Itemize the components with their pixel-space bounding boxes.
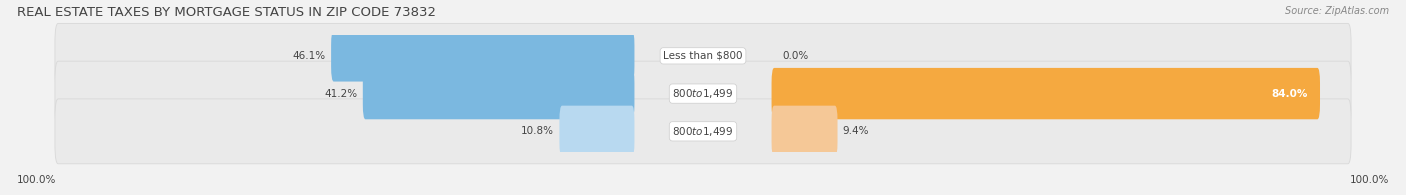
Text: $800 to $1,499: $800 to $1,499	[672, 125, 734, 138]
Text: 0.0%: 0.0%	[782, 51, 808, 61]
Text: 100.0%: 100.0%	[1350, 175, 1389, 185]
Text: 84.0%: 84.0%	[1271, 89, 1308, 99]
FancyBboxPatch shape	[363, 68, 634, 119]
FancyBboxPatch shape	[55, 23, 1351, 88]
Text: REAL ESTATE TAXES BY MORTGAGE STATUS IN ZIP CODE 73832: REAL ESTATE TAXES BY MORTGAGE STATUS IN …	[17, 6, 436, 19]
Text: 41.2%: 41.2%	[325, 89, 357, 99]
FancyBboxPatch shape	[560, 106, 634, 157]
FancyBboxPatch shape	[55, 99, 1351, 164]
FancyBboxPatch shape	[55, 61, 1351, 126]
Text: 9.4%: 9.4%	[842, 126, 869, 136]
Text: Less than $800: Less than $800	[664, 51, 742, 61]
FancyBboxPatch shape	[772, 106, 838, 157]
FancyBboxPatch shape	[772, 68, 1320, 119]
Text: $800 to $1,499: $800 to $1,499	[672, 87, 734, 100]
Text: 46.1%: 46.1%	[292, 51, 326, 61]
FancyBboxPatch shape	[332, 30, 634, 82]
Text: 10.8%: 10.8%	[522, 126, 554, 136]
Text: 100.0%: 100.0%	[17, 175, 56, 185]
Text: Source: ZipAtlas.com: Source: ZipAtlas.com	[1285, 6, 1389, 16]
